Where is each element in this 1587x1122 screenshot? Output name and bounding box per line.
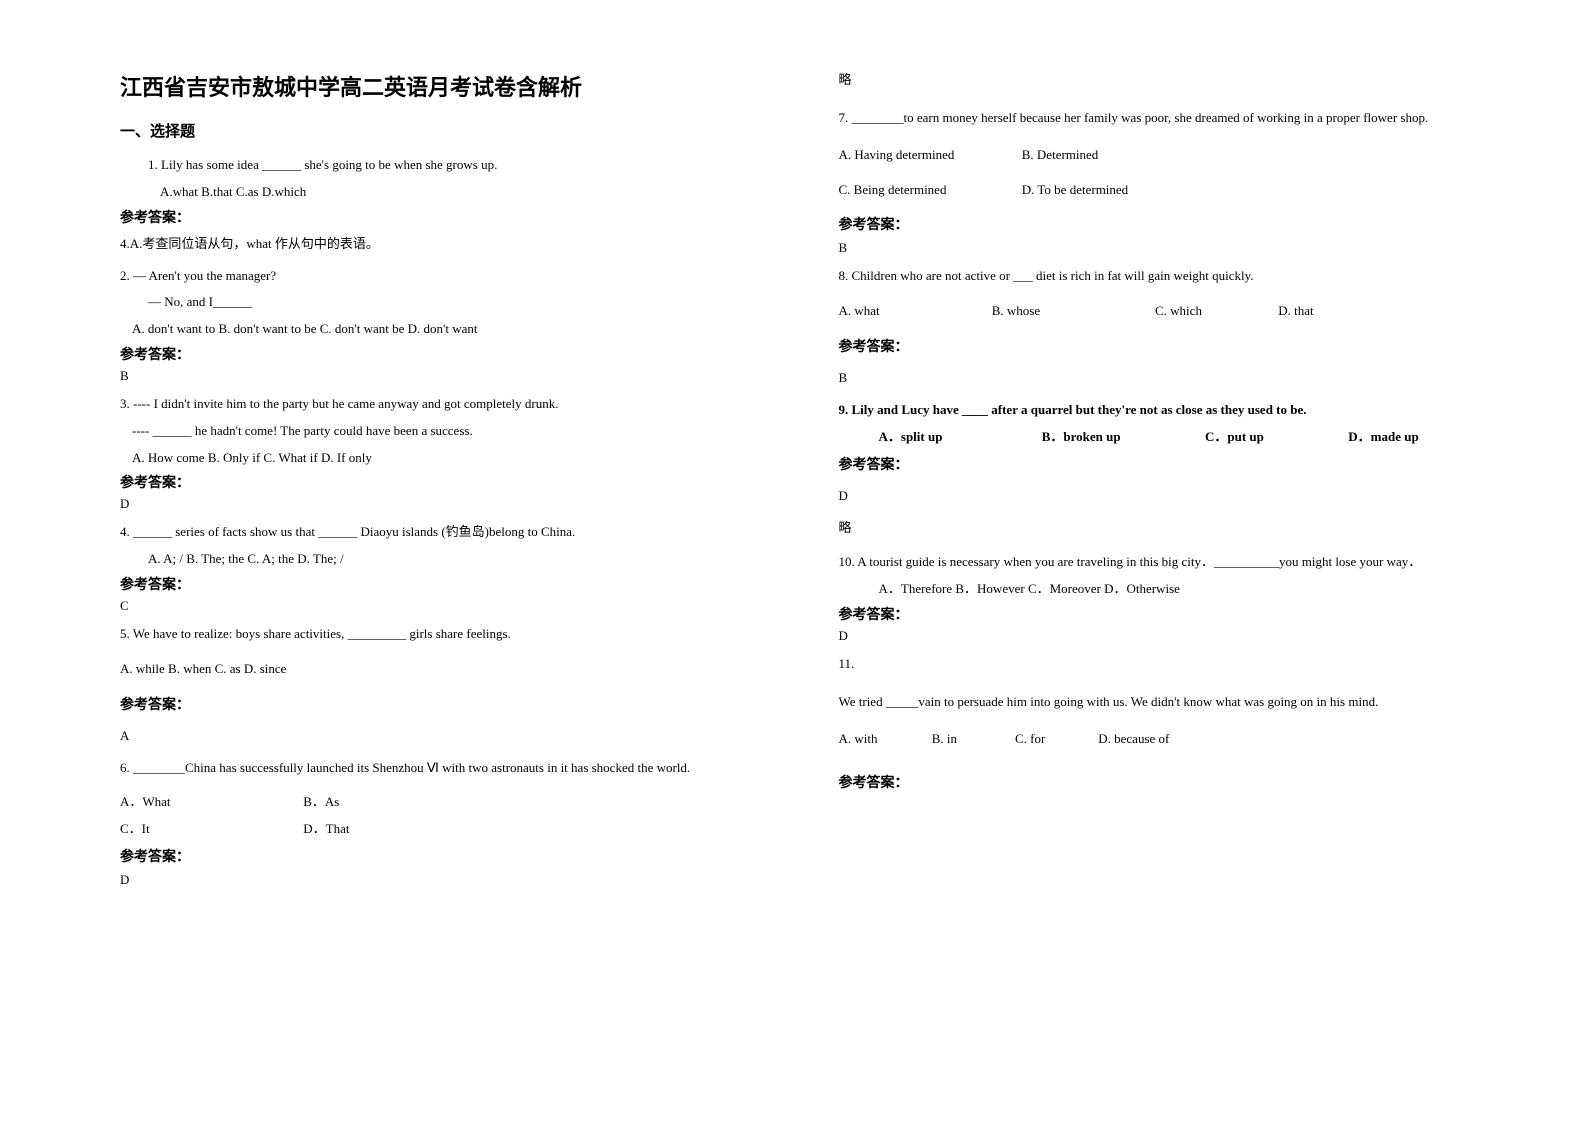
q7-opt-c: C. Being determined xyxy=(839,180,1019,201)
answer-label: 参考答案： xyxy=(120,207,799,227)
question-5: 5. We have to realize: boys share activi… xyxy=(120,624,799,645)
question-6-answer: D xyxy=(120,872,799,888)
question-1-answer: 4.A.考查同位语从句，what 作从句中的表语。 xyxy=(120,233,799,252)
question-2-options: A. don't want to B. don't want to be C. … xyxy=(120,319,799,340)
question-4-options: A. A; / B. The; the C. A; the D. The; / xyxy=(120,549,799,570)
question-4: 4. ______ series of facts show us that _… xyxy=(120,522,799,543)
answer-label: 参考答案： xyxy=(839,604,1518,624)
q8-opt-c: C. which xyxy=(1155,301,1275,322)
question-7-options-row1: A. Having determined B. Determined xyxy=(839,145,1518,166)
q7-opt-d: D. To be determined xyxy=(1022,182,1128,197)
question-5-options: A. while B. when C. as D. since xyxy=(120,659,799,680)
section-heading: 一、选择题 xyxy=(120,120,799,141)
q11-opt-c: C. for xyxy=(1015,729,1095,750)
q11-opt-d: D. because of xyxy=(1098,731,1169,746)
q8-opt-b: B. whose xyxy=(992,301,1152,322)
question-10-options: A．Therefore B．However C．Moreover D．Other… xyxy=(839,579,1518,600)
q9-opt-c: C．put up xyxy=(1205,427,1345,448)
question-8-options: A. what B. whose C. which D. that xyxy=(839,301,1518,322)
lue-text: 略 xyxy=(839,518,1518,539)
page-title: 江西省吉安市敖城中学高二英语月考试卷含解析 xyxy=(120,70,799,102)
question-10-answer: D xyxy=(839,628,1518,644)
question-11: We tried _____vain to persuade him into … xyxy=(839,689,1518,715)
answer-label: 参考答案： xyxy=(120,344,799,364)
question-3-answer: D xyxy=(120,496,799,512)
q9-opt-a: A．split up xyxy=(879,427,1039,448)
left-column: 江西省吉安市敖城中学高二英语月考试卷含解析 一、选择题 1. Lily has … xyxy=(100,70,819,1092)
question-10: 10. A tourist guide is necessary when yo… xyxy=(839,552,1518,573)
question-9: 9. Lily and Lucy have ____ after a quarr… xyxy=(839,400,1518,421)
question-3-line1: 3. ---- I didn't invite him to the party… xyxy=(120,394,799,415)
question-6-options-row2: C．It D．That xyxy=(120,819,799,840)
q9-opt-d: D．made up xyxy=(1348,429,1418,444)
answer-label: 参考答案： xyxy=(839,336,1518,356)
answer-label: 参考答案： xyxy=(839,214,1518,234)
question-6-options-row1: A．What B．As xyxy=(120,792,799,813)
question-2-line1: 2. — Aren't you the manager? xyxy=(120,266,799,287)
question-2-answer: B xyxy=(120,368,799,384)
question-7: 7. ________to earn money herself because… xyxy=(839,105,1518,131)
question-3-options: A. How come B. Only if C. What if D. If … xyxy=(120,448,799,469)
question-9-answer: D xyxy=(839,488,1518,504)
question-11-num: 11. xyxy=(839,654,1518,675)
question-5-answer: A xyxy=(120,728,799,744)
question-4-answer: C xyxy=(120,598,799,614)
question-2-line2: — No, and I______ xyxy=(120,292,799,313)
q11-opt-b: B. in xyxy=(932,729,1012,750)
answer-label: 参考答案： xyxy=(839,454,1518,474)
q8-opt-a: A. what xyxy=(839,301,989,322)
q6-opt-c: C．It xyxy=(120,819,300,840)
question-1-options: A.what B.that C.as D.which xyxy=(120,182,799,203)
q7-opt-b: B. Determined xyxy=(1022,147,1099,162)
lue-text: 略 xyxy=(839,70,1518,91)
question-8-answer: B xyxy=(839,370,1518,386)
answer-label: 参考答案： xyxy=(120,472,799,492)
right-column: 略 7. ________to earn money herself becau… xyxy=(819,70,1538,1092)
answer-label: 参考答案： xyxy=(839,772,1518,792)
question-1: 1. Lily has some idea ______ she's going… xyxy=(120,155,799,176)
q6-opt-d: D．That xyxy=(303,821,349,836)
question-7-answer: B xyxy=(839,240,1518,256)
question-6: 6. ________China has successfully launch… xyxy=(120,758,799,779)
q11-opt-a: A. with xyxy=(839,729,929,750)
question-8: 8. Children who are not active or ___ di… xyxy=(839,266,1518,287)
question-7-options-row2: C. Being determined D. To be determined xyxy=(839,180,1518,201)
q6-opt-a: A．What xyxy=(120,792,300,813)
question-3-line2: ---- ______ he hadn't come! The party co… xyxy=(120,421,799,442)
question-9-options: A．split up B．broken up C．put up D．made u… xyxy=(839,427,1518,448)
q7-opt-a: A. Having determined xyxy=(839,145,1019,166)
q6-opt-b: B．As xyxy=(303,794,339,809)
question-11-options: A. with B. in C. for D. because of xyxy=(839,729,1518,750)
q8-opt-d: D. that xyxy=(1278,303,1313,318)
answer-label: 参考答案： xyxy=(120,694,799,714)
q9-opt-b: B．broken up xyxy=(1042,427,1202,448)
answer-label: 参考答案： xyxy=(120,846,799,866)
answer-label: 参考答案： xyxy=(120,574,799,594)
